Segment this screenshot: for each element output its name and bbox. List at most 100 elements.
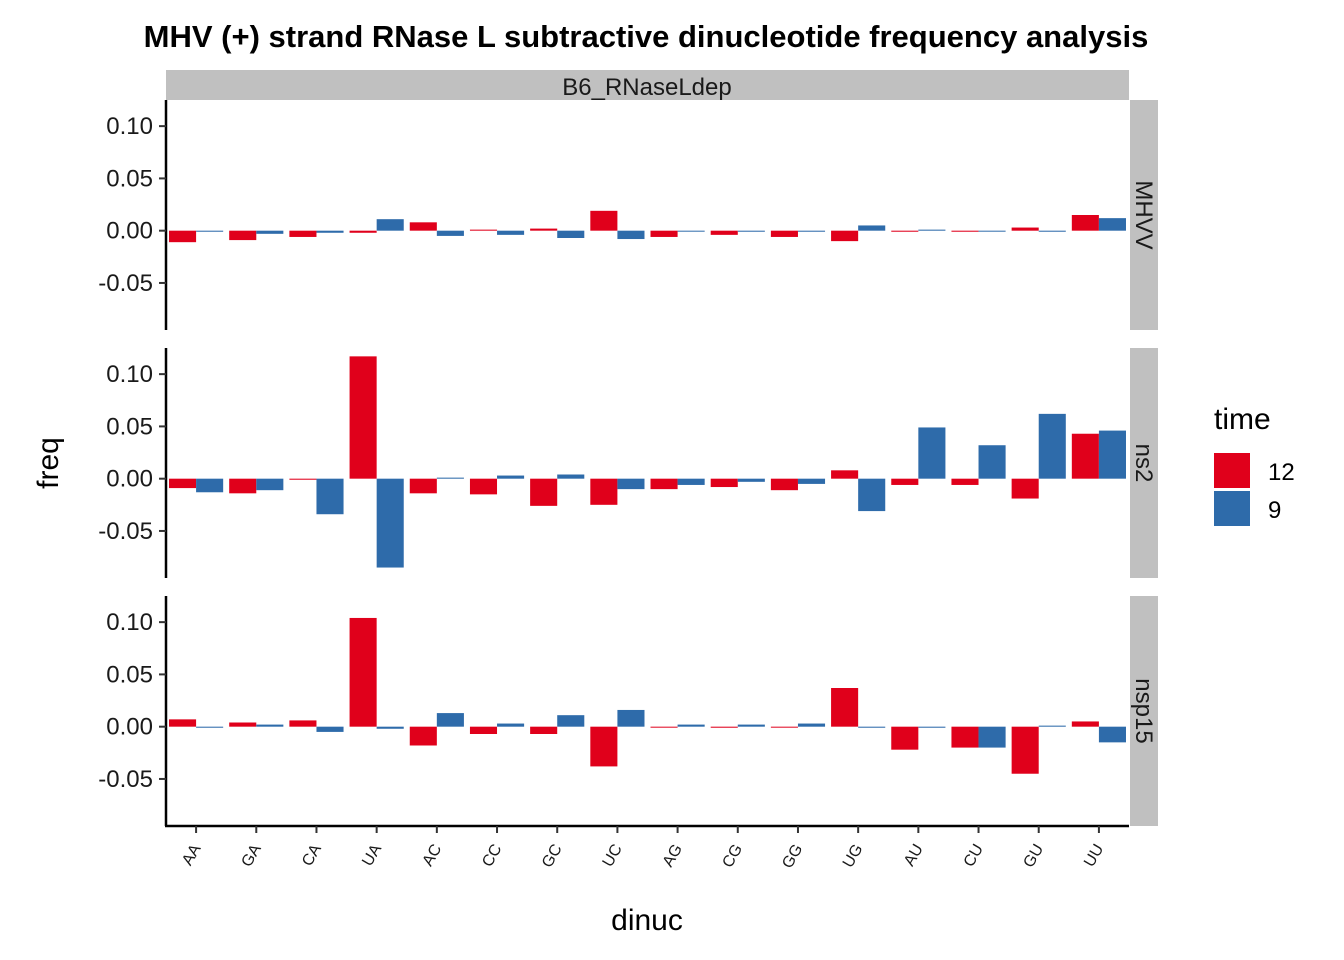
panel-MHVV: 0.10 0.05 0.00 -0.05 MHVV [98, 100, 1158, 330]
bar-ns2-GU-time-9 [1038, 413, 1066, 479]
bar-nsp15-UC-time-9 [617, 709, 645, 727]
row-facet-strip-nsp15 [1130, 596, 1158, 826]
bar-ns2-CU-time-12 [951, 478, 979, 485]
bar-MHVV-AG-time-12 [650, 230, 678, 237]
bar-nsp15-CC-time-9 [497, 723, 525, 727]
bar-nsp15-GG-time-9 [797, 723, 826, 727]
bar-MHVV-AC-time-12 [409, 222, 437, 231]
bar-nsp15-CU-time-12 [951, 726, 979, 748]
panels-layer: 0.10 0.05 0.00 -0.05 MHVV 0.10 0.05 0.00 -0.05 ns… [98, 100, 1158, 826]
column-facet-strip [166, 70, 1129, 100]
legend-title: time [1214, 403, 1271, 436]
row-facet-label-MHVV: MHVV [1130, 180, 1157, 249]
bar-ns2-CA-time-9 [316, 478, 344, 515]
bar-nsp15-GC-time-12 [530, 726, 558, 734]
bar-ns2-AG-time-12 [650, 478, 678, 490]
bar-nsp15-CG-time-12 [710, 726, 738, 728]
y-tick-label-nsp15: 0.00 [106, 714, 153, 741]
bar-MHVV-GA-time-12 [229, 230, 257, 241]
bar-ns2-AC-time-12 [409, 478, 437, 494]
bar-MHVV-AA-time-12 [169, 230, 197, 243]
bar-ns2-GA-time-12 [229, 478, 257, 494]
bar-nsp15-GA-time-12 [229, 722, 257, 727]
bar-MHVV-UC-time-12 [590, 210, 618, 231]
x-axis-title: dinuc [611, 904, 683, 937]
y-tick-label-nsp15: 0.05 [106, 661, 153, 688]
bar-MHVV-AU-time-9 [918, 229, 946, 231]
bar-ns2-UU-time-9 [1098, 430, 1126, 479]
bar-MHVV-CU-time-12 [951, 230, 979, 232]
bar-MHVV-CA-time-9 [316, 230, 344, 233]
bar-ns2-GC-time-9 [557, 474, 585, 479]
bar-nsp15-UU-time-12 [1071, 721, 1099, 727]
bar-MHVV-UU-time-9 [1098, 218, 1126, 231]
bar-MHVV-AC-time-9 [436, 230, 464, 236]
bar-nsp15-GU-time-12 [1011, 726, 1039, 774]
bar-MHVV-GC-time-9 [557, 230, 585, 238]
bar-ns2-CA-time-12 [289, 478, 317, 480]
bar-nsp15-AU-time-9 [918, 726, 946, 728]
y-tick-label-MHVV: -0.05 [98, 270, 153, 297]
x-axis: AA GA CA UA AC CC GC UC AG CG GG UG AU CU GU UU [165, 824, 1129, 872]
y-tick-label-nsp15: -0.05 [98, 766, 153, 793]
bar-ns2-AU-time-12 [891, 478, 919, 485]
bar-nsp15-CU-time-9 [978, 726, 1006, 748]
x-tick-label-UU: UU [1081, 842, 1107, 871]
bar-MHVV-UA-time-12 [349, 230, 377, 233]
panel-nsp15: 0.10 0.05 0.00 -0.05 nsp15 [98, 596, 1158, 826]
bar-ns2-CC-time-12 [469, 478, 498, 495]
x-tick-label-GG: GG [779, 842, 806, 872]
bar-nsp15-UU-time-9 [1098, 726, 1126, 743]
bar-ns2-AA-time-12 [169, 478, 197, 489]
y-tick-label-ns2: 0.00 [106, 466, 153, 493]
bar-nsp15-CG-time-9 [737, 724, 765, 727]
bar-ns2-AG-time-9 [677, 478, 705, 485]
x-tick-label-CU: CU [961, 842, 987, 871]
bar-nsp15-CA-time-12 [289, 720, 317, 727]
bar-nsp15-UC-time-12 [590, 726, 618, 767]
bar-ns2-UG-time-12 [831, 470, 859, 479]
row-facet-label-nsp15: nsp15 [1130, 678, 1157, 743]
bar-ns2-UA-time-9 [376, 478, 404, 568]
bar-MHVV-UG-time-9 [858, 225, 886, 231]
y-tick-label-nsp15: 0.10 [106, 609, 153, 636]
bar-ns2-GG-time-12 [770, 478, 798, 491]
legend-label-9: 9 [1268, 497, 1281, 524]
bar-nsp15-AG-time-12 [650, 726, 678, 728]
bar-nsp15-AU-time-12 [891, 726, 919, 750]
bar-ns2-UA-time-12 [349, 356, 377, 479]
bar-MHVV-GU-time-9 [1038, 230, 1066, 232]
bar-MHVV-CG-time-12 [710, 230, 738, 235]
x-tick-label-GA: GA [238, 841, 264, 870]
bar-MHVV-GG-time-12 [770, 230, 798, 237]
bar-MHVV-CC-time-12 [469, 229, 498, 231]
bar-ns2-CG-time-9 [737, 478, 765, 482]
bar-MHVV-CU-time-9 [978, 230, 1006, 232]
chart-title: MHV (+) strand RNase L subtractive dinuc… [144, 19, 1149, 54]
bar-MHVV-UA-time-9 [376, 219, 404, 231]
bar-ns2-UU-time-12 [1071, 433, 1099, 479]
bar-ns2-UG-time-9 [858, 478, 886, 512]
bar-ns2-UC-time-9 [617, 478, 645, 490]
bar-ns2-CG-time-12 [710, 478, 738, 488]
legend: time 12 9 [1214, 403, 1295, 526]
bar-ns2-GU-time-12 [1011, 478, 1039, 499]
bar-MHVV-AG-time-9 [677, 230, 705, 232]
bar-nsp15-AA-time-12 [169, 719, 197, 727]
y-axis-title: freq [32, 437, 65, 489]
bar-MHVV-CA-time-12 [289, 230, 317, 237]
bar-ns2-CU-time-9 [978, 445, 1006, 479]
bar-nsp15-CC-time-12 [469, 726, 498, 734]
y-tick-label-ns2: 0.10 [106, 361, 153, 388]
bar-ns2-GA-time-9 [256, 478, 284, 491]
y-tick-label-MHVV: 0.00 [106, 218, 153, 245]
y-tick-label-ns2: 0.05 [106, 413, 153, 440]
bar-ns2-UC-time-12 [590, 478, 618, 505]
bar-MHVV-AU-time-12 [891, 230, 919, 232]
x-tick-label-UA: UA [359, 841, 385, 869]
bar-MHVV-UU-time-12 [1071, 215, 1099, 231]
bar-nsp15-GG-time-12 [770, 726, 798, 728]
x-tick-label-CG: CG [720, 842, 747, 871]
x-tick-label-AU: AU [901, 842, 927, 870]
